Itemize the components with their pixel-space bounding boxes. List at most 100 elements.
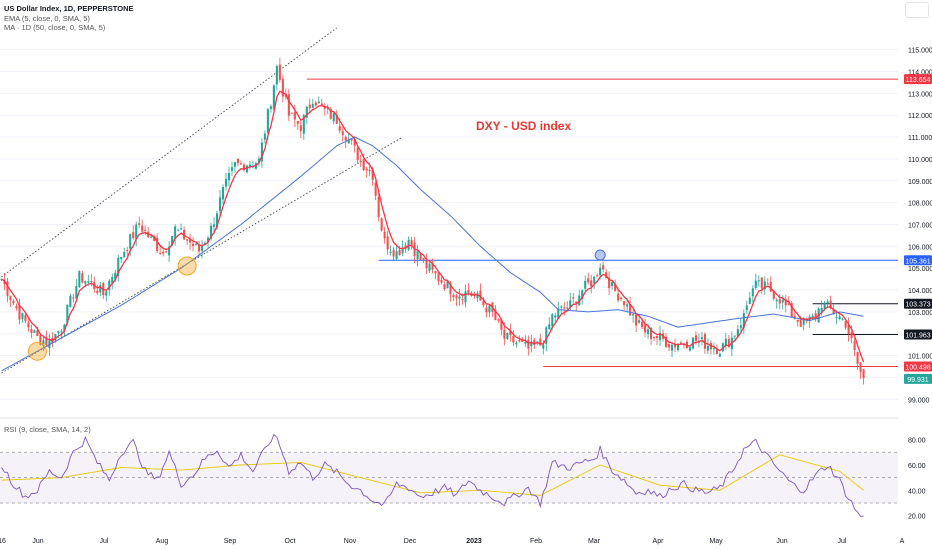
marker-circle [27, 341, 47, 361]
candle-body [736, 329, 739, 337]
ema-legend[interactable]: EMA (5, close, 0, SMA, 5) [4, 13, 90, 23]
chart-annotation[interactable]: DXY - USD index [476, 119, 572, 133]
candle [380, 217, 383, 232]
candle [611, 281, 614, 290]
candle [221, 184, 225, 205]
candle-body [45, 337, 48, 345]
candle [706, 338, 709, 355]
candle [679, 340, 683, 344]
candle-body [826, 301, 829, 304]
candle-body [667, 344, 671, 348]
candle-body [425, 260, 428, 269]
candle [652, 336, 656, 341]
candle-body [754, 280, 757, 289]
candle-body [536, 341, 539, 343]
candle-body [626, 304, 629, 307]
candle-body [509, 330, 512, 336]
candle [455, 293, 458, 307]
candle [102, 282, 105, 299]
candle [841, 317, 844, 321]
price-tick-label: 108.000 [908, 201, 932, 208]
price-tick-label: 104.000 [908, 288, 932, 295]
candle [269, 104, 272, 113]
candle-body [859, 362, 862, 372]
candle [365, 166, 368, 178]
candle-body [545, 327, 548, 344]
candle-body [476, 293, 479, 299]
candle [635, 314, 638, 332]
candle-body [835, 316, 838, 318]
candle-body [293, 112, 296, 120]
candle-body [195, 243, 198, 245]
chart-menu-button[interactable] [905, 2, 929, 18]
rsi-pane [0, 433, 898, 517]
symbol-title[interactable]: US Dollar Index, 1D, PEPPERSTONE [4, 4, 134, 13]
rsi-legend[interactable]: RSI (9, close, SMA, 14, 2) [4, 425, 91, 434]
candle [293, 104, 296, 128]
candle [515, 340, 518, 348]
candle [183, 226, 186, 241]
candle [141, 219, 144, 234]
candle-body [775, 299, 778, 302]
candle [500, 318, 503, 336]
candle [407, 236, 410, 252]
candle-body [215, 213, 219, 228]
candle [138, 216, 141, 229]
candle [796, 319, 799, 327]
candle-body [563, 307, 566, 309]
candle-body [389, 251, 392, 253]
candle-body [796, 320, 799, 322]
candle [224, 172, 228, 191]
candle-body [784, 299, 787, 306]
candle-body [847, 324, 850, 335]
time-tick-label: A [900, 538, 905, 545]
candle-body [485, 307, 488, 313]
level-tag-label: 101.963 [905, 333, 930, 340]
candle [769, 276, 772, 292]
level-tag-label: 105.361 [905, 258, 930, 265]
candle-body [15, 306, 18, 309]
candle-body [159, 252, 162, 254]
candle-body [455, 295, 458, 299]
candle [410, 236, 413, 250]
candle-body [694, 335, 697, 341]
candle [144, 225, 147, 236]
trendline-dotted [1, 27, 338, 278]
candle-body [90, 281, 93, 283]
candle [314, 101, 317, 107]
candle-body [410, 240, 413, 246]
candle-body [467, 289, 470, 293]
candle-body [703, 334, 706, 349]
time-tick-label: 2023 [466, 538, 482, 545]
price-tick-label: 111.000 [908, 135, 932, 142]
candle-body [641, 321, 644, 327]
candle [757, 275, 760, 287]
candle [733, 335, 736, 341]
candle [623, 300, 626, 311]
candle [554, 312, 557, 323]
candle-body [141, 225, 144, 232]
candle-body [533, 339, 536, 346]
candle [485, 303, 488, 318]
candle [281, 74, 284, 103]
time-tick-label: May [709, 538, 723, 545]
candle [389, 245, 392, 256]
candle [464, 284, 467, 308]
candle [233, 161, 237, 173]
candle [509, 323, 512, 342]
candle-body [670, 344, 674, 351]
time-tick-label: Jul [100, 538, 109, 545]
candle-body [772, 290, 775, 299]
candle-body [398, 249, 401, 256]
candle-body [117, 258, 120, 276]
candle-body [54, 334, 57, 341]
ma-legend[interactable]: MA · 1D (50, close, 0, SMA, 5) [4, 23, 106, 32]
candle [847, 317, 850, 342]
candle-body [3, 280, 6, 285]
candle-body [452, 294, 455, 298]
level-tags: 113.654 105.361 103.373 101.963 100.498 99.93… [904, 74, 932, 384]
candle [718, 352, 721, 358]
candle [527, 335, 530, 356]
candle-body [575, 301, 578, 304]
